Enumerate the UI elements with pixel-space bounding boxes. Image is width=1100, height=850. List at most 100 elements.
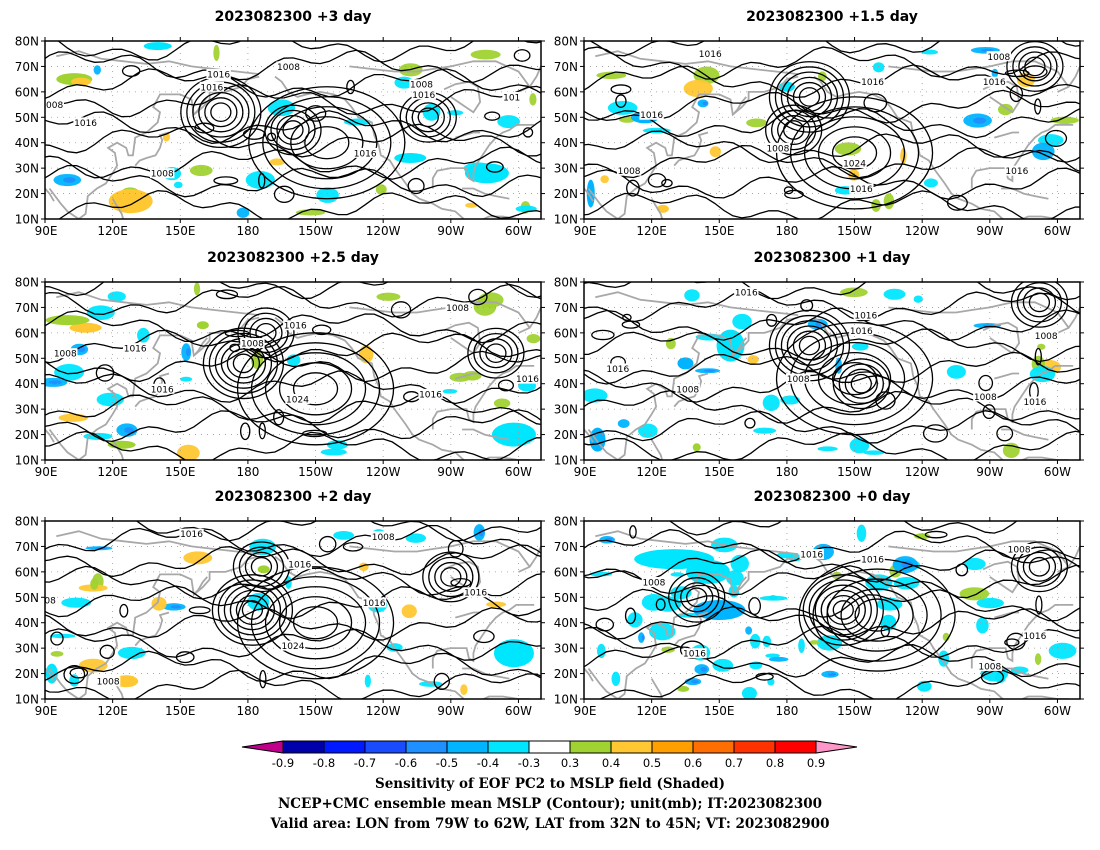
coastline xyxy=(462,428,510,441)
coastline xyxy=(888,540,1070,568)
coastline xyxy=(349,301,531,329)
sensitivity-shading xyxy=(196,321,209,330)
colorbar-tick-label: -0.9 xyxy=(272,756,294,770)
x-tick-label: 120E xyxy=(636,224,667,238)
x-tick-label: 60W xyxy=(505,704,532,718)
y-tick-label: 30N xyxy=(554,162,578,176)
sensitivity-shading xyxy=(692,443,701,452)
isobar-contour xyxy=(243,312,289,354)
isobar-contour xyxy=(468,288,488,306)
isobar-contour xyxy=(766,313,778,327)
map-frame xyxy=(583,40,1081,220)
sensitivity-shading xyxy=(460,684,468,696)
sensitivity-shading xyxy=(180,376,193,382)
sensitivity-shading xyxy=(173,181,183,189)
contour-label-bg xyxy=(1004,165,1030,176)
isobar-contour xyxy=(258,422,266,440)
x-tick-label: 60W xyxy=(1044,465,1071,479)
sensitivity-shading xyxy=(741,686,757,699)
isobar-contour xyxy=(1004,69,1030,78)
x-tick-label: 90W xyxy=(976,704,1003,718)
coastline xyxy=(584,667,594,682)
caption-line-3: Valid area: LON from 79W to 62W, LAT fro… xyxy=(270,816,830,832)
isobar-contour xyxy=(955,563,969,577)
isobar-contour xyxy=(817,351,892,406)
sensitivity-shading xyxy=(863,450,885,455)
isobar-contour xyxy=(748,597,761,616)
contour-label-bg xyxy=(206,69,231,80)
isobar-contour xyxy=(1035,595,1043,615)
sensitivity-shading xyxy=(358,345,374,364)
panel-title: 2023082300 +2.5 day xyxy=(207,250,379,266)
sensitivity-shading xyxy=(856,524,867,542)
y-tick-label: 20N xyxy=(554,187,578,201)
isobar-contour xyxy=(584,625,1080,660)
colorbar-tick-label: 0.6 xyxy=(684,756,702,770)
contour-label-bg xyxy=(785,373,811,384)
y-tick-label: 70N xyxy=(554,540,578,554)
sensitivity-shading xyxy=(677,357,694,370)
isobar-contour xyxy=(311,324,332,336)
coastline xyxy=(673,131,709,167)
isobar-contour xyxy=(584,46,1080,80)
sensitivity-shading xyxy=(759,595,788,601)
isobar-contour xyxy=(812,568,942,662)
isobar-contour xyxy=(1022,65,1048,79)
isobar-contour xyxy=(1016,546,1063,588)
contour-label: 1016 xyxy=(1023,632,1046,642)
isobar-contour xyxy=(45,650,541,682)
colorbar-cell xyxy=(364,740,407,754)
sensitivity-shading xyxy=(596,643,606,659)
sensitivity-shading xyxy=(997,103,1014,116)
contour-label-bg xyxy=(734,287,759,298)
y-tick-label: 50N xyxy=(15,111,39,125)
isobar-contour xyxy=(249,317,283,348)
contour-label-bg xyxy=(1006,543,1032,554)
isobar-contour xyxy=(428,556,474,598)
isobar-contour xyxy=(346,79,355,95)
isobar-contour xyxy=(45,392,541,426)
coastline xyxy=(274,316,466,460)
isobar-contour xyxy=(775,321,934,436)
coastline xyxy=(56,530,260,555)
sensitivity-shading xyxy=(245,171,275,189)
x-tick-label: 120E xyxy=(97,224,128,238)
isobar-contour xyxy=(802,574,884,646)
sensitivity-shading xyxy=(50,651,64,657)
coastline xyxy=(595,291,799,316)
contour-label: 1016 xyxy=(861,78,884,88)
y-tick-label: 10N xyxy=(554,213,578,227)
x-tick-label: 60W xyxy=(505,224,532,238)
x-tick-label: 120E xyxy=(636,704,667,718)
y-tick-label: 60N xyxy=(15,326,39,340)
isobar-contour xyxy=(831,136,878,170)
sensitivity-shading xyxy=(269,158,285,166)
x-tick-label: 90W xyxy=(976,465,1003,479)
contour-label: 101 xyxy=(503,93,520,103)
x-tick-label: 180 xyxy=(775,224,798,238)
contour-label: 1016 xyxy=(861,556,884,566)
map-frame xyxy=(44,520,542,700)
colorbar-tick-label: -0.5 xyxy=(436,756,458,770)
y-tick-label: 20N xyxy=(554,428,578,442)
contour-label: 1016 xyxy=(354,149,377,159)
sensitivity-shading xyxy=(405,533,426,543)
isobar-contour xyxy=(242,128,266,140)
colorbar-tick-label: -0.3 xyxy=(518,756,540,770)
isobar-contour xyxy=(820,589,866,631)
colorbar-cell xyxy=(446,740,489,754)
y-tick-label: 20N xyxy=(554,667,578,681)
isobar-contour xyxy=(119,603,129,618)
map-area: 1016 1008 1016 1016 1016 1024 008 1008 xyxy=(45,521,541,699)
sensitivity-shading xyxy=(1034,653,1042,665)
isobar-contour xyxy=(236,566,395,680)
coastline xyxy=(462,187,510,200)
x-tick-label: 150E xyxy=(704,704,735,718)
map-area: 1016 1016 1016 1008 1016 1008 1008 1008 1016 xyxy=(584,282,1080,460)
isobar-contour xyxy=(584,588,1080,622)
sensitivity-shading xyxy=(497,115,520,129)
isobar-contour xyxy=(305,105,327,122)
isobar-contour xyxy=(292,606,339,640)
isobar-contour xyxy=(318,535,337,553)
isobar-contour xyxy=(814,584,872,636)
